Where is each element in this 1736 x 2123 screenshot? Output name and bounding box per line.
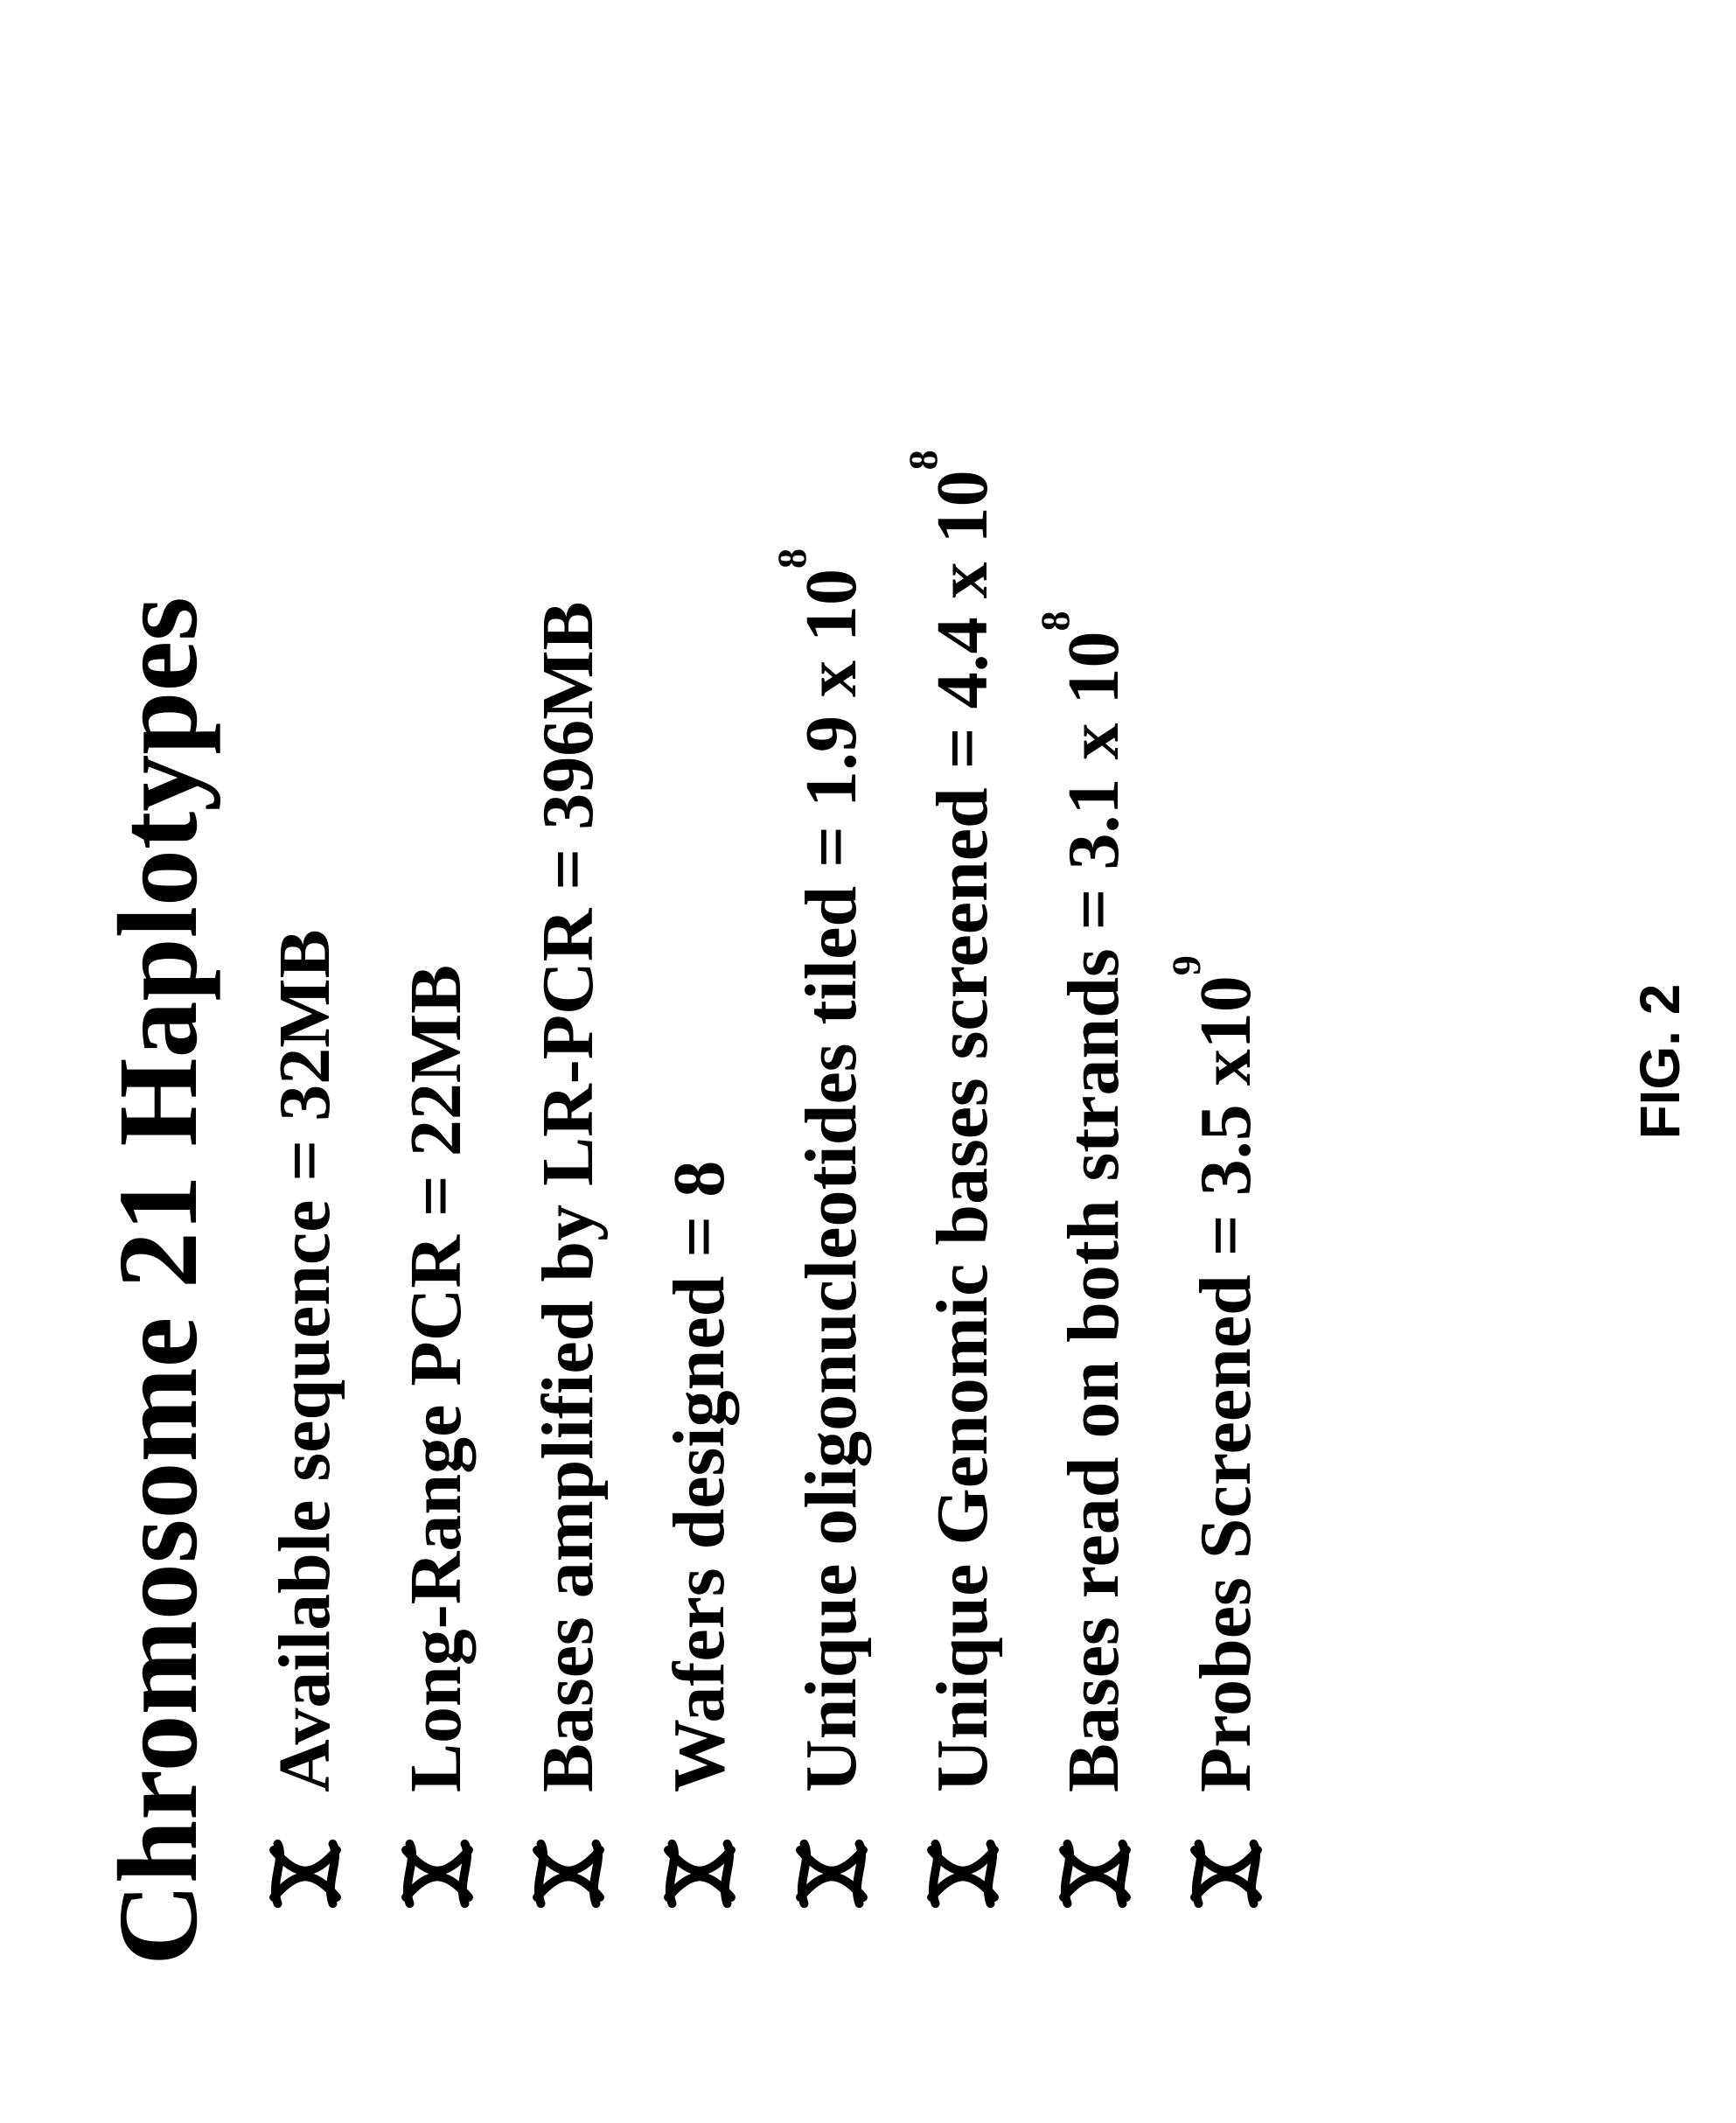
item-text: Long-Range PCR = 22MB: [396, 965, 477, 1792]
item-value-mantissa: 1.9: [791, 716, 872, 807]
item-label: Unique oligonucleotides tiled: [791, 886, 872, 1792]
item-text: Probes Screened = 3.5 x109: [1186, 955, 1266, 1792]
item-label: Available sequence: [264, 1200, 345, 1792]
item-label: Probes Screened: [1185, 1274, 1266, 1792]
bullet-icon: [266, 1834, 345, 1913]
item-value-mantissa: 4.4: [922, 617, 1003, 709]
item-value-mantissa: 3.5: [1185, 1104, 1266, 1196]
item-label: Bases read on both strands: [1053, 948, 1134, 1792]
list-item: Unique oligonucleotides tiled = 1.9 x 10…: [791, 105, 872, 1913]
list-item: Wafers designed = 8: [659, 105, 740, 1913]
item-value-exponent: 8: [1033, 611, 1077, 631]
item-text: Available sequence = 32MB: [265, 929, 345, 1792]
item-text: Unique oligonucleotides tiled = 1.9 x 10…: [791, 548, 872, 1792]
bullet-icon: [924, 1834, 1002, 1913]
item-text: Bases amplified by LR-PCR = 396MB: [528, 601, 609, 1792]
item-label: Unique Genomic bases screened: [922, 787, 1003, 1792]
item-value: 32MB: [264, 929, 345, 1121]
bullet-icon: [1056, 1834, 1134, 1913]
bullet-icon: [660, 1834, 739, 1913]
item-value-exponent: 9: [1164, 955, 1209, 975]
list-item: Bases read on both strands = 3.1 x 108: [1054, 105, 1134, 1913]
list-item: Bases amplified by LR-PCR = 396MB: [528, 105, 609, 1913]
item-value-exponent: 8: [770, 548, 814, 569]
rotated-page: Chromosome 21 Haplotypes Available seque…: [0, 0, 1736, 2123]
item-value: 22MB: [395, 965, 477, 1156]
item-text: Bases read on both strands = 3.1 x 108: [1054, 611, 1134, 1792]
list-item: Probes Screened = 3.5 x109: [1186, 105, 1266, 1913]
list-item: Unique Genomic bases screened = 4.4 x 10…: [923, 105, 1003, 1913]
item-text: Wafers designed = 8: [659, 1161, 740, 1792]
bullet-icon: [398, 1834, 477, 1913]
item-text: Unique Genomic bases screened = 4.4 x 10…: [923, 450, 1003, 1792]
item-label: Wafers designed: [659, 1276, 740, 1792]
item-label: Long-Range PCR: [395, 1235, 477, 1792]
page-title: Chromosome 21 Haplotypes: [96, 105, 221, 1966]
list-item: Available sequence = 32MB: [265, 105, 345, 1913]
item-value: 396MB: [527, 601, 609, 829]
bullet-list: Available sequence = 32MB Long-Range PCR…: [265, 105, 1266, 1966]
figure-caption: FIG. 2: [1628, 0, 1692, 2123]
list-item: Long-Range PCR = 22MB: [396, 105, 477, 1913]
item-value-mantissa: 3.1: [1053, 778, 1134, 869]
bullet-icon: [529, 1834, 608, 1913]
item-value: 8: [659, 1161, 740, 1198]
bullet-icon: [1187, 1834, 1265, 1913]
bullet-icon: [792, 1834, 871, 1913]
item-value-exponent: 8: [901, 450, 945, 470]
item-label: Bases amplified by LR-PCR: [527, 909, 609, 1792]
